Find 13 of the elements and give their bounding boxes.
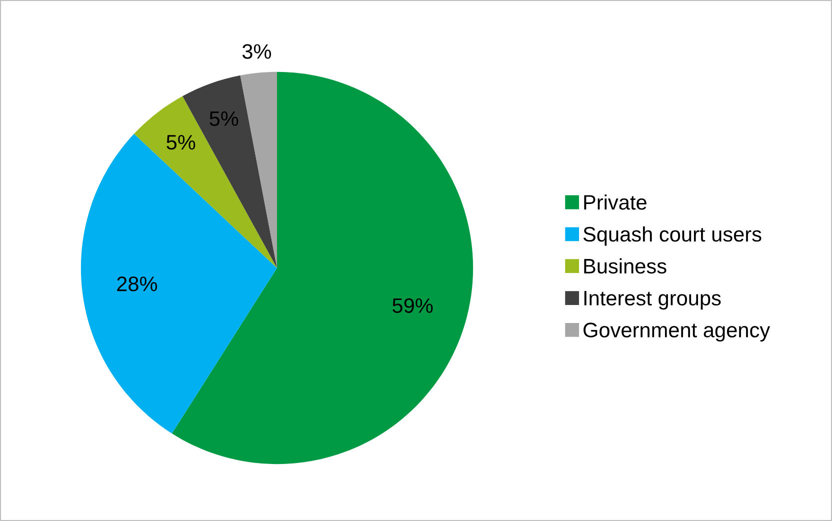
data-label: 5%: [210, 111, 238, 126]
pie-slice: [134, 96, 277, 268]
data-label: 5%: [166, 134, 196, 150]
legend-label: Interest groups: [584, 290, 721, 310]
data-label: 3%: [242, 44, 272, 59]
data-label: 59%: [392, 298, 433, 313]
legend-label: Squash court users: [583, 226, 762, 246]
data-label: 28%: [117, 276, 158, 292]
pie-slice: [240, 72, 277, 268]
legend-label: Government agency: [584, 322, 770, 342]
legend-label: Business: [584, 258, 666, 274]
legend-label: Private: [584, 194, 646, 210]
pie-slice: [80, 134, 277, 434]
